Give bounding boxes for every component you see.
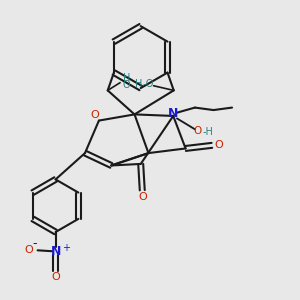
Text: N: N: [50, 245, 61, 258]
Text: O: O: [51, 272, 60, 282]
Text: H: H: [123, 73, 130, 83]
Text: -: -: [32, 237, 37, 250]
Text: O: O: [122, 80, 130, 90]
Text: H: H: [135, 79, 143, 89]
Text: -H: -H: [203, 128, 214, 137]
Text: +: +: [62, 243, 70, 253]
Text: O: O: [214, 140, 223, 150]
Text: O: O: [193, 126, 202, 136]
Text: O: O: [138, 192, 147, 202]
Text: O: O: [25, 245, 33, 255]
Text: -O: -O: [143, 79, 154, 89]
Text: N: N: [168, 107, 178, 120]
Text: O: O: [90, 110, 99, 120]
